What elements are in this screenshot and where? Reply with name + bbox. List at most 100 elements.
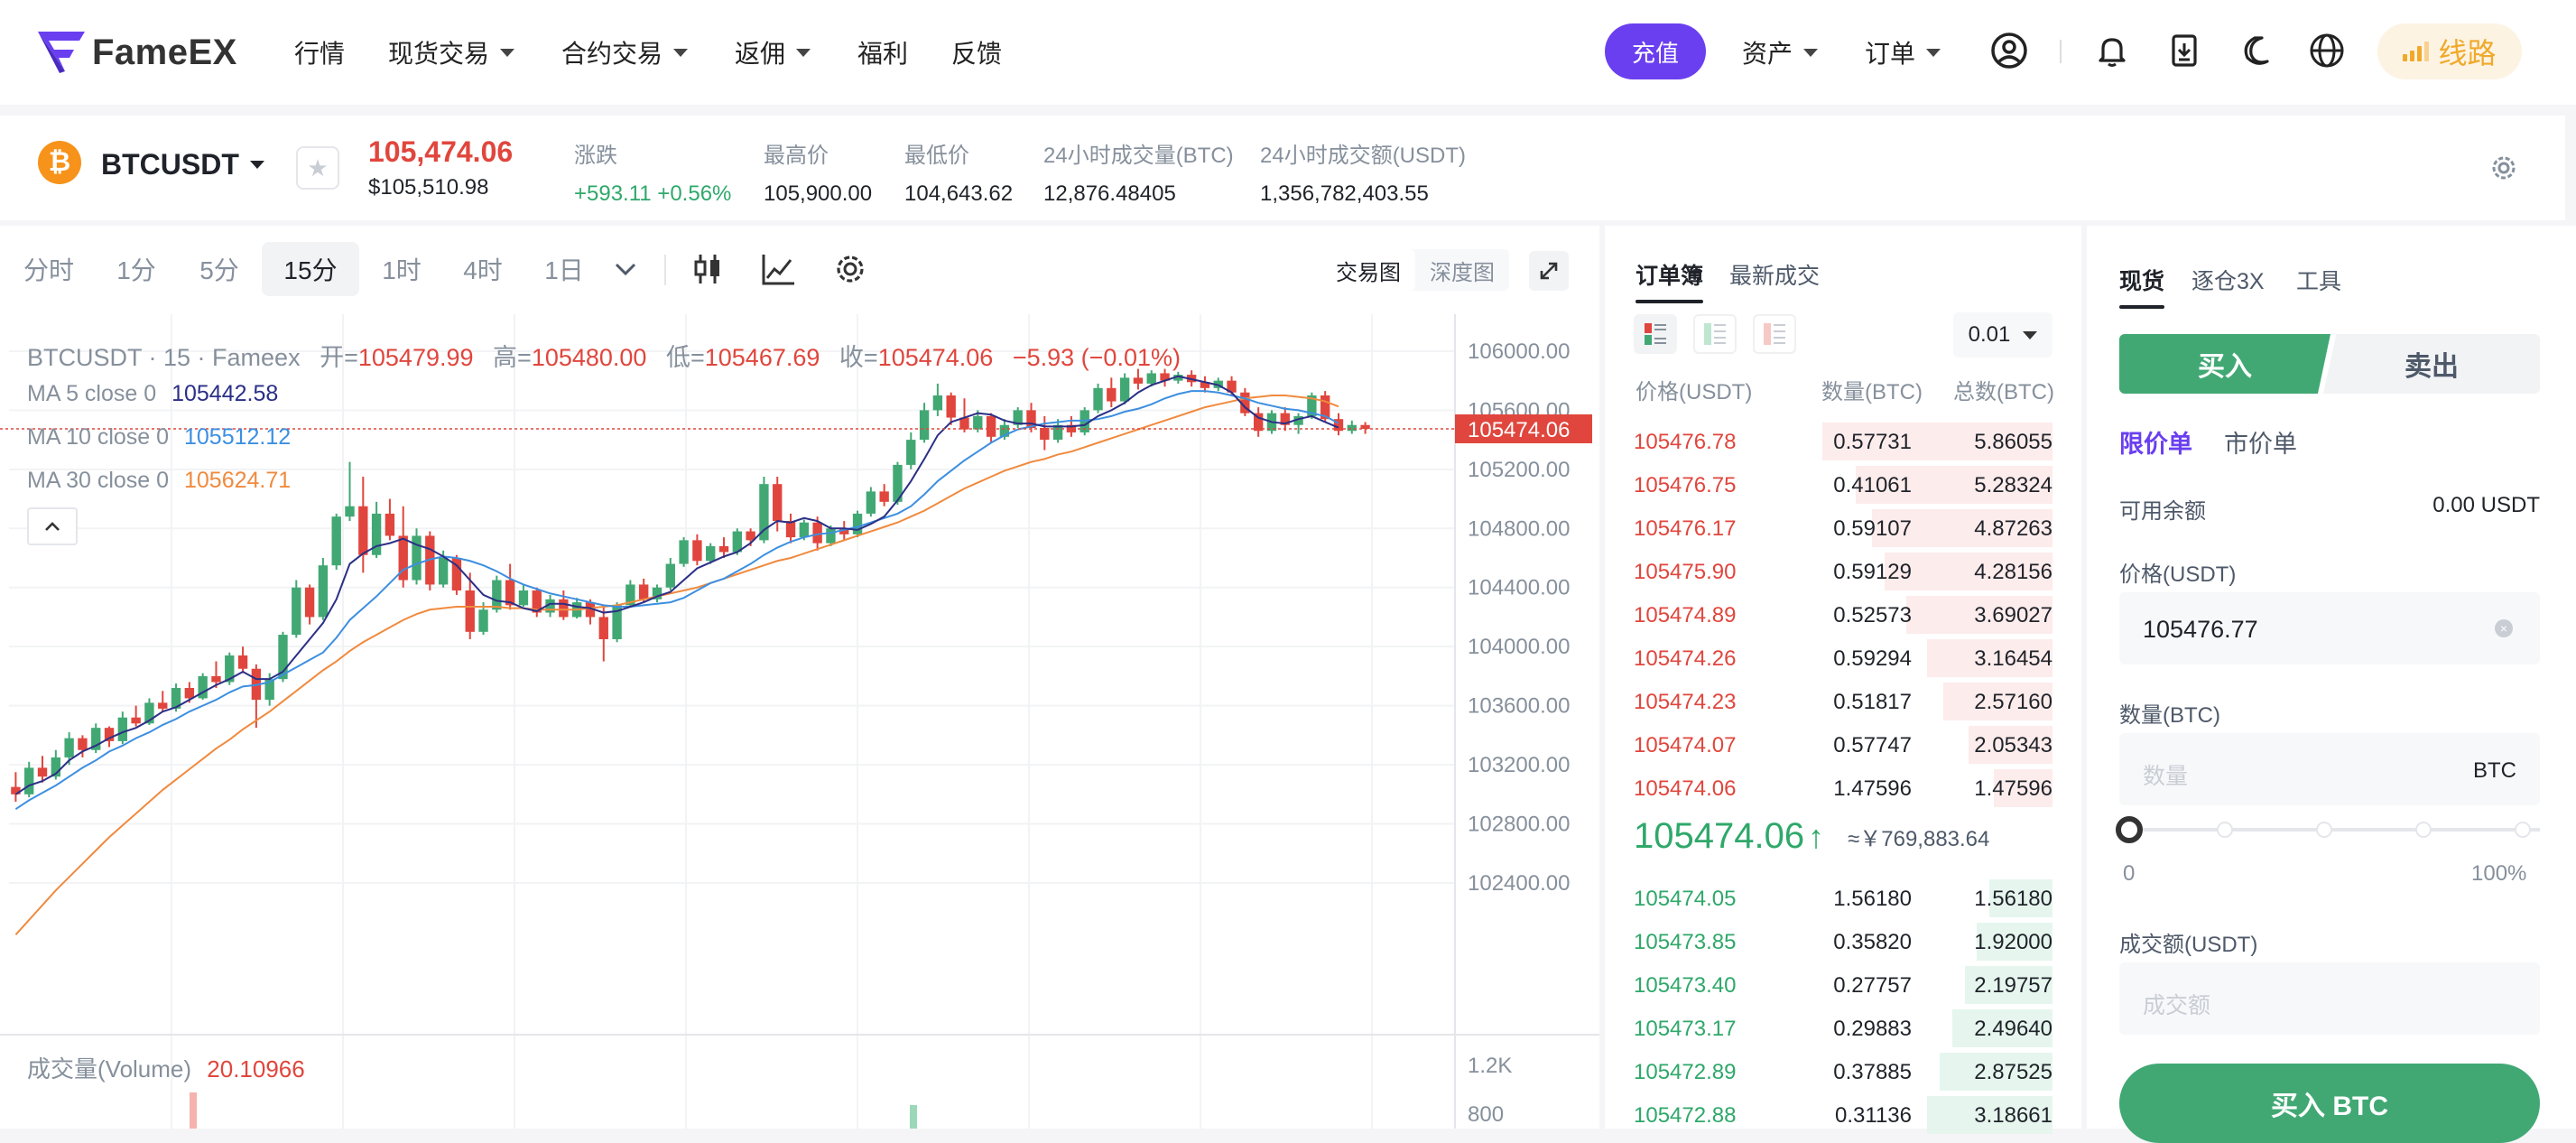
tab-tools[interactable]: 工具 — [2296, 269, 2342, 294]
precision-select[interactable]: 0.01 — [1953, 312, 2052, 358]
slider-node[interactable] — [2217, 822, 2233, 838]
timeframe-tab-active[interactable]: 15分 — [262, 242, 359, 296]
collapse-legend-button[interactable] — [27, 507, 78, 545]
tab-order-book[interactable]: 订单簿 — [1635, 258, 1704, 303]
nav-rebate[interactable]: 返佣 — [735, 34, 811, 70]
stat-value: +593.11 +0.56% — [574, 181, 732, 206]
slider-max-label: 100% — [2471, 861, 2527, 886]
candle-down — [398, 535, 408, 581]
moon-icon[interactable] — [2237, 31, 2276, 70]
slider-node[interactable] — [2316, 822, 2332, 838]
price-input[interactable]: 105476.77 × — [2119, 592, 2540, 664]
order-price: 105474.26 — [1634, 646, 1737, 671]
gear-icon[interactable] — [832, 251, 868, 287]
ma-value: 105624.71 — [183, 468, 292, 493]
bid-row[interactable]: 105473.17 0.29883 2.49640 — [1634, 1009, 2052, 1047]
user-icon[interactable] — [1989, 31, 2029, 70]
slider-node[interactable] — [2415, 822, 2432, 838]
globe-icon[interactable] — [2307, 31, 2347, 70]
bid-row[interactable]: 105473.85 0.35820 1.92000 — [1634, 923, 2052, 961]
bid-row[interactable]: 105474.05 1.56180 1.56180 — [1634, 879, 2052, 917]
candle-up — [1013, 410, 1023, 425]
ask-row[interactable]: 105476.78 0.57731 5.86055 — [1634, 423, 2052, 460]
symbol-selector[interactable]: BTCUSDT — [101, 148, 264, 181]
chevron-down-icon — [2023, 330, 2038, 339]
ma10-line — [14, 390, 1339, 811]
nav-welfare[interactable]: 福利 — [857, 34, 908, 70]
slider-thumb[interactable] — [2116, 816, 2143, 843]
stat-value: 1,356,782,403.55 — [1260, 181, 1429, 206]
nav-welfare-label: 福利 — [857, 40, 909, 68]
sell-side-tab[interactable]: 卖出 — [2323, 334, 2540, 394]
ask-row[interactable]: 105474.06 1.47596 1.47596 — [1634, 769, 2052, 807]
assets-menu[interactable]: 资产 — [1742, 34, 1819, 70]
candle-down — [184, 688, 195, 699]
timeframe-tab[interactable]: 5分 — [199, 256, 239, 284]
candlestick-chart[interactable]: 106000.00105600.00105200.00104800.001044… — [0, 314, 1599, 1129]
fullscreen-button[interactable] — [1529, 251, 1569, 291]
timeframe-tab[interactable]: 分时 — [23, 256, 74, 284]
bid-row[interactable]: 105472.89 0.37885 2.87525 — [1634, 1053, 2052, 1091]
nav-spot-trading[interactable]: 现货交易 — [388, 34, 515, 70]
ask-row[interactable]: 105474.89 0.52573 3.69027 — [1634, 596, 2052, 634]
quantity-input[interactable]: 数量 BTC — [2119, 733, 2540, 805]
gear-icon[interactable] — [2488, 152, 2520, 184]
nav-market[interactable]: 行情 — [294, 34, 345, 70]
candle-up — [91, 728, 101, 750]
legend-high: 105480.00 — [531, 344, 647, 371]
candle-up — [759, 484, 769, 541]
brand-logo[interactable]: FameEX — [36, 27, 237, 78]
orders-menu[interactable]: 订单 — [1865, 34, 1941, 70]
timeframe-tab[interactable]: 1日 — [544, 256, 584, 284]
tab-isolated-margin[interactable]: 逐仓3X — [2191, 269, 2265, 294]
candle-up — [1119, 377, 1130, 402]
view-trading-chart[interactable]: 交易图 — [1321, 249, 1415, 291]
chevron-down-icon — [249, 161, 264, 169]
view-depth-chart[interactable]: 深度图 — [1430, 260, 1495, 285]
buy-btc-button[interactable]: 买入 BTC — [2119, 1064, 2540, 1143]
route-button[interactable]: 线路 — [2377, 23, 2522, 79]
symbol-name: BTCUSDT — [101, 148, 239, 181]
ask-row[interactable]: 105475.90 0.59129 4.28156 — [1634, 553, 2052, 590]
line-chart-icon[interactable] — [760, 251, 796, 287]
tab-spot[interactable]: 现货 — [2119, 264, 2165, 309]
timeframe-tab[interactable]: 1分 — [116, 256, 156, 284]
order-qty: 0.59129 — [1833, 560, 1912, 584]
ask-row[interactable]: 105474.07 0.57747 2.05343 — [1634, 726, 2052, 764]
timeframe-tab[interactable]: 1时 — [382, 256, 422, 284]
ask-row[interactable]: 105474.23 0.51817 2.57160 — [1634, 683, 2052, 720]
assets-label: 资产 — [1742, 40, 1793, 68]
candle-down — [237, 655, 248, 669]
asks-only-icon[interactable] — [1753, 314, 1796, 354]
amount-slider[interactable] — [2116, 816, 2540, 843]
bell-icon[interactable] — [2092, 31, 2132, 70]
bid-row[interactable]: 105473.40 0.27757 2.19757 — [1634, 966, 2052, 1004]
limit-order-tab[interactable]: 限价单 — [2119, 431, 2192, 458]
deposit-button[interactable]: 充值 — [1605, 23, 1706, 79]
expand-icon — [1540, 262, 1558, 280]
market-order-tab[interactable]: 市价单 — [2224, 431, 2297, 458]
chevron-down-icon[interactable] — [612, 258, 639, 280]
order-price: 105475.90 — [1634, 560, 1737, 584]
candlestick-icon[interactable] — [690, 251, 726, 287]
buy-side-tab[interactable]: 买入 — [2119, 334, 2330, 394]
slider-node[interactable] — [2515, 822, 2531, 838]
timeframe-tab[interactable]: 4时 — [463, 256, 503, 284]
bid-row[interactable]: 105472.88 0.31136 3.18661 — [1634, 1096, 2052, 1134]
download-icon[interactable] — [2164, 31, 2204, 70]
order-price: 105474.89 — [1634, 603, 1737, 627]
favorite-star-button[interactable]: ★ — [296, 146, 339, 190]
nav-futures-trading[interactable]: 合约交易 — [561, 34, 689, 70]
quantity-label: 数量(BTC) — [2119, 703, 2220, 728]
ask-row[interactable]: 105474.26 0.59294 3.16454 — [1634, 639, 2052, 677]
ask-row[interactable]: 105476.75 0.41061 5.28324 — [1634, 466, 2052, 504]
candle-up — [318, 565, 329, 618]
clear-icon[interactable]: × — [2495, 619, 2513, 637]
nav-feedback[interactable]: 反馈 — [951, 34, 1002, 70]
ask-row[interactable]: 105476.17 0.59107 4.87263 — [1634, 509, 2052, 547]
both-sides-icon[interactable] — [1634, 314, 1677, 354]
turnover-input[interactable]: 成交额 — [2119, 962, 2540, 1035]
bids-only-icon[interactable] — [1693, 314, 1737, 354]
candle-up — [706, 545, 716, 562]
tab-recent-trades[interactable]: 最新成交 — [1729, 264, 1821, 289]
